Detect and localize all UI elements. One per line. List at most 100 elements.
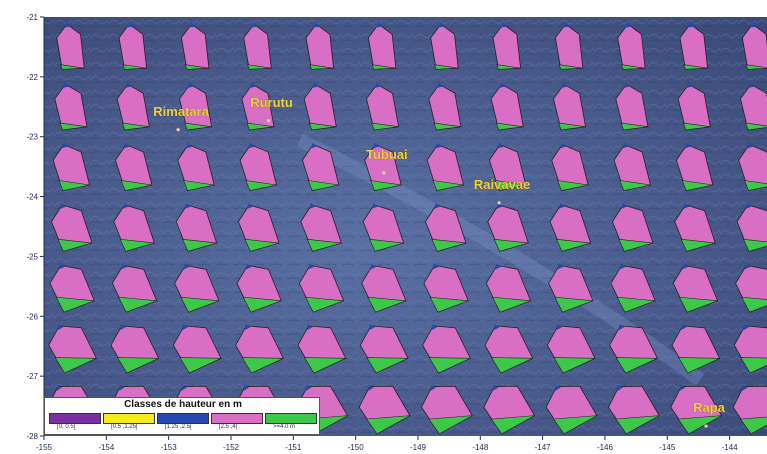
wave-rose — [114, 142, 153, 192]
rose-sector-4-plus — [619, 180, 651, 191]
wave-rose — [358, 384, 411, 435]
rose-sector-4-plus — [678, 296, 718, 313]
wave-rose — [611, 203, 654, 252]
rose-sector-4-plus — [55, 296, 95, 313]
rose-sector-1_25-2_5 — [621, 203, 628, 209]
wave-rose — [305, 22, 335, 70]
rose-sector-1_25-2_5 — [500, 22, 507, 28]
wave-rose — [610, 263, 656, 313]
rose-sector-1_25-2_5 — [243, 384, 250, 391]
rose-sector-1_25-2_5 — [560, 142, 567, 149]
rose-sector-4-plus — [119, 238, 155, 252]
rose-sector-4-plus — [184, 64, 209, 70]
rose-sector-4-plus — [745, 64, 767, 70]
rose-sector-4-plus — [620, 122, 648, 131]
wave-rose — [545, 384, 598, 435]
x-tick-label: -144 — [722, 443, 739, 452]
rose-sector-1_25-2_5 — [680, 384, 686, 391]
wave-rose — [672, 263, 719, 313]
wave-rose — [51, 203, 93, 252]
rose-sector-1_25-2_5 — [559, 203, 565, 209]
rose-sector-1_25-2_5 — [430, 384, 437, 391]
wave-rose — [671, 324, 721, 374]
rose-sector-1_25-2_5 — [56, 384, 63, 391]
rose-sector-4-plus — [431, 238, 467, 252]
rose-sector-4-plus — [493, 238, 529, 252]
wave-rose — [116, 82, 150, 131]
wave-rose — [679, 22, 708, 70]
rose-sector-1_25-2_5 — [374, 82, 381, 88]
wave-rose — [298, 263, 345, 313]
wave-rose — [367, 22, 397, 70]
rose-sector-4-plus — [557, 180, 589, 191]
rose-sector-1_25-2_5 — [63, 82, 69, 88]
island-label: Raivavae — [474, 177, 530, 192]
rose-sector-1_25-2_5 — [120, 324, 126, 330]
legend-swatch-label: [2.5 ,4[ — [219, 424, 238, 430]
rose-sector-4-plus — [615, 415, 660, 435]
wave-rose — [675, 142, 714, 192]
island-marker — [266, 119, 271, 123]
wave-rose — [733, 324, 767, 374]
wave-rose — [484, 324, 534, 374]
rose-sector-1_25-2_5 — [376, 22, 382, 28]
wave-rose — [172, 324, 222, 374]
wave-rose — [423, 263, 469, 313]
wave-rose — [736, 203, 767, 252]
wave-rose — [492, 22, 521, 70]
rose-sector-4-plus — [183, 180, 215, 191]
rose-sector-1_25-2_5 — [183, 263, 190, 270]
x-axis: -155 -154 -153 -152 -151 -150 -149 -148 -147 -146… — [36, 436, 738, 452]
rose-sector-1_25-2_5 — [370, 263, 377, 270]
rose-sector-1_25-2_5 — [189, 22, 196, 28]
wave-rose — [239, 142, 278, 192]
x-tick-label: -150 — [348, 443, 365, 452]
rose-sector-4-plus — [369, 238, 404, 252]
rose-sector-1_25-2_5 — [685, 142, 691, 149]
wave-rose — [609, 324, 658, 374]
rose-sector-4-plus — [429, 296, 469, 313]
island-marker — [497, 201, 501, 205]
rose-sector-1_25-2_5 — [437, 82, 443, 88]
legend-swatch-label: >=4.0 m — [273, 424, 296, 430]
rose-sector-1_25-2_5 — [625, 22, 632, 28]
rose-sector-1_25-2_5 — [187, 82, 194, 88]
wave-rose — [617, 22, 646, 70]
rose-sector-1_25-2_5 — [313, 22, 320, 28]
rose-sector-1_25-2_5 — [683, 203, 690, 209]
legend-swatch — [49, 413, 101, 424]
rose-sector-1_25-2_5 — [498, 142, 504, 149]
wave-rose — [546, 324, 596, 374]
x-tick-label: -145 — [659, 443, 676, 452]
wave-rose — [422, 324, 471, 374]
wave-rose — [548, 263, 594, 313]
rose-sector-4-plus — [744, 180, 767, 191]
rose-sector-1_25-2_5 — [433, 263, 439, 270]
y-tick-label: -27 — [26, 372, 38, 381]
rose-sector-1_25-2_5 — [58, 324, 64, 330]
legend-swatch — [157, 413, 209, 424]
wave-rose — [300, 203, 342, 252]
rose-sector-4-plus — [683, 64, 708, 70]
wave-rose — [615, 82, 649, 131]
rose-sector-4-plus — [554, 296, 594, 313]
wave-rose — [54, 82, 88, 131]
rose-sector-1_25-2_5 — [742, 384, 748, 391]
wave-rose — [52, 142, 91, 192]
rose-sector-1_25-2_5 — [182, 324, 189, 330]
rose-sector-1_25-2_5 — [246, 263, 252, 270]
rose-sector-1_25-2_5 — [434, 203, 441, 209]
wave-rose — [236, 263, 282, 313]
rose-sector-1_25-2_5 — [247, 203, 254, 209]
rose-sector-1_25-2_5 — [686, 82, 693, 88]
rose-sector-4-plus — [495, 122, 524, 131]
rose-sector-1_25-2_5 — [748, 82, 755, 88]
rose-sector-1_25-2_5 — [622, 142, 629, 149]
wave-rose — [361, 263, 407, 313]
rose-sector-4-plus — [745, 122, 767, 131]
wave-rose — [424, 203, 467, 252]
rose-sector-1_25-2_5 — [556, 324, 563, 330]
rose-sector-4-plus — [491, 296, 531, 313]
rose-sector-4-plus — [304, 357, 346, 374]
rose-sector-4-plus — [120, 180, 152, 191]
